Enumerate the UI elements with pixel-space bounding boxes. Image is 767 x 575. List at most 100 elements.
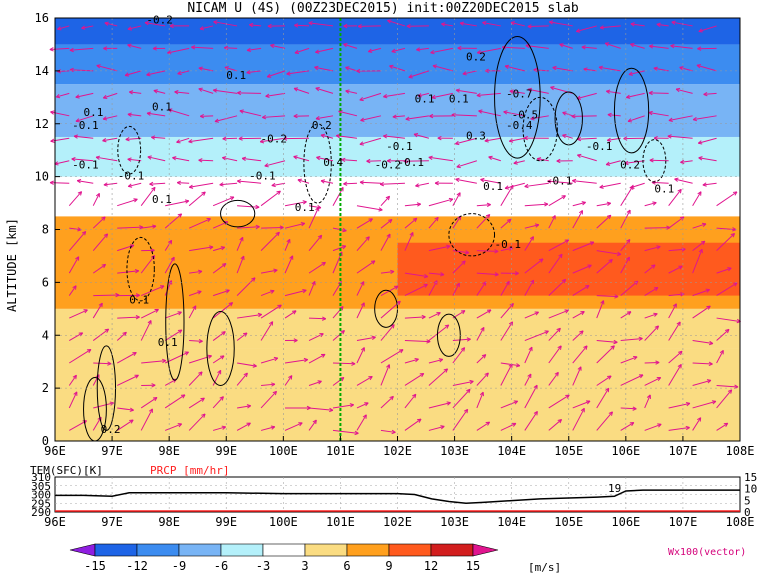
- wind-vector: [128, 182, 142, 187]
- wind-vector: [177, 182, 190, 184]
- wind-vector-head: [711, 400, 717, 405]
- wind-vector-head: [103, 182, 108, 187]
- wind-vector: [380, 324, 395, 341]
- wind-vector-head: [50, 138, 55, 143]
- wind-vector: [308, 419, 317, 431]
- wind-vector-head: [129, 407, 134, 412]
- wind-vector: [68, 231, 87, 251]
- wind-vector: [404, 418, 422, 431]
- wind-vector: [716, 233, 735, 252]
- wind-vector: [620, 256, 630, 274]
- wind-vector-head: [315, 49, 320, 54]
- wind-vector: [188, 397, 205, 409]
- wind-vector-head: [730, 232, 736, 238]
- wind-vector-head: [201, 413, 206, 418]
- wind-vector: [293, 155, 310, 162]
- wind-vector: [356, 376, 373, 386]
- wind-vector: [572, 400, 591, 409]
- wind-vector-head: [170, 256, 175, 262]
- wind-vector-head: [219, 182, 224, 187]
- wind-vector-head: [703, 91, 708, 97]
- wind-vector: [572, 366, 582, 386]
- wind-vector: [74, 135, 94, 139]
- wind-vector-head: [71, 157, 76, 162]
- wind-vector-head: [508, 246, 514, 251]
- wind-vector: [213, 89, 238, 94]
- wind-vector-head: [255, 224, 260, 230]
- wind-vector-head: [627, 118, 633, 123]
- wind-vector-head: [626, 94, 631, 99]
- wind-vector-head: [437, 135, 442, 141]
- wind-vector-head: [197, 290, 202, 295]
- wind-vector-head: [127, 112, 132, 117]
- wind-vector-head: [633, 280, 639, 286]
- wind-vector: [596, 300, 605, 319]
- wind-vector: [548, 309, 569, 319]
- wind-vector-head: [530, 116, 535, 121]
- wind-vector-head: [339, 305, 344, 311]
- subplot-x-tick-label: 98E: [158, 515, 180, 529]
- wind-vector: [668, 248, 686, 252]
- wind-vector-head: [727, 267, 732, 272]
- wind-vector-head: [485, 421, 491, 426]
- w-contour: [613, 67, 650, 154]
- wind-vector: [644, 202, 657, 207]
- x-tick-label: 107E: [668, 444, 697, 458]
- wind-vector: [572, 210, 583, 229]
- contour-label: 0.1: [152, 193, 172, 206]
- wind-vector: [49, 47, 70, 51]
- wind-vector: [626, 92, 645, 98]
- wind-vector: [428, 156, 453, 162]
- wind-vector: [188, 305, 197, 319]
- wind-vector-head: [152, 396, 158, 402]
- wind-vector-head: [152, 46, 157, 51]
- wind-vector: [644, 246, 661, 252]
- wind-vector: [93, 294, 120, 297]
- wind-vector-head: [319, 333, 324, 338]
- wind-vector: [308, 353, 326, 364]
- wind-vector: [212, 396, 224, 409]
- wind-vector: [212, 246, 225, 252]
- vector-scale-label: Wx100(vector): [668, 547, 746, 558]
- wind-vector: [606, 160, 621, 166]
- wind-vector: [75, 92, 94, 98]
- wind-vector: [430, 47, 453, 54]
- wind-vector-head: [676, 321, 681, 326]
- wind-vector-head: [562, 111, 567, 116]
- wind-vector: [620, 209, 631, 229]
- wind-vector-head: [727, 389, 733, 394]
- wind-vector: [596, 202, 611, 207]
- subplot-x-tick-label: 101E: [326, 515, 355, 529]
- wind-vector-head: [198, 66, 203, 71]
- wind-vector: [262, 115, 286, 118]
- wind-vector: [416, 47, 429, 51]
- wind-vector-head: [638, 374, 644, 379]
- wind-vector: [188, 191, 206, 207]
- contour-label: 0.1: [449, 93, 469, 106]
- wind-vector-head: [392, 114, 397, 119]
- wind-vector: [452, 215, 462, 229]
- subplot-right-y-label: 15: [744, 471, 757, 484]
- wind-vector: [596, 411, 613, 431]
- wind-vector: [524, 236, 534, 251]
- wind-vector-head: [528, 346, 533, 352]
- wind-vector-head: [277, 304, 282, 309]
- wind-vector: [50, 137, 70, 142]
- wind-vector-head: [681, 247, 686, 252]
- wind-vector-head: [342, 227, 347, 233]
- wind-vector-head: [648, 110, 653, 116]
- wind-vector: [667, 135, 693, 139]
- contour-label: 0.2: [101, 423, 121, 436]
- wind-vector-head: [228, 302, 234, 307]
- wind-vector: [199, 25, 214, 30]
- contour-label: -0.4: [506, 119, 533, 132]
- subplot-left-y-label: 295: [31, 497, 51, 510]
- wind-vector: [380, 349, 404, 364]
- wind-vector: [236, 237, 244, 251]
- wind-vector-head: [321, 316, 327, 321]
- contour-label: -0.2: [261, 132, 288, 145]
- wind-vector-head: [587, 264, 592, 269]
- wind-vector-head: [604, 42, 610, 47]
- colorbar-min-arrow: [69, 543, 96, 557]
- wind-vector-head: [387, 218, 393, 224]
